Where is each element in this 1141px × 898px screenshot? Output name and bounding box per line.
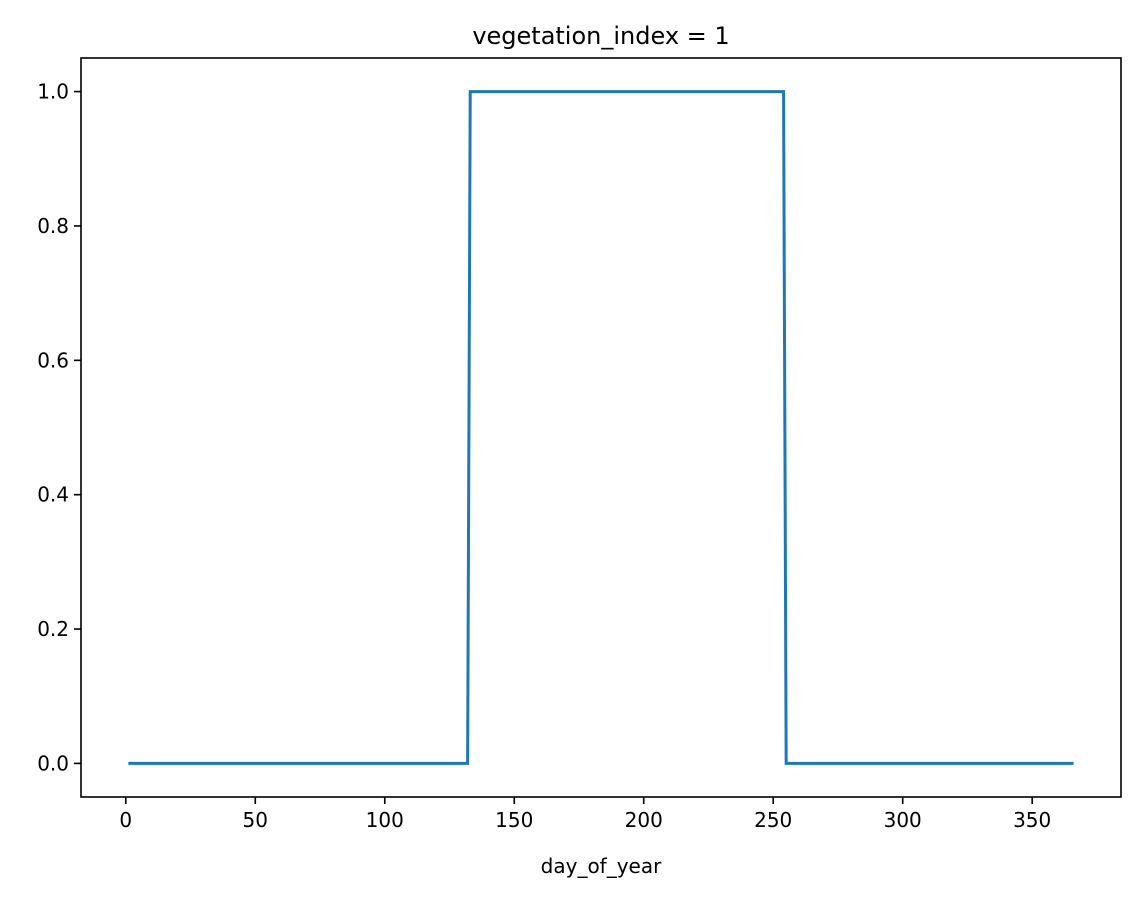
x-tick-label: 0 — [119, 808, 132, 832]
x-tick-label: 100 — [366, 808, 404, 832]
chart-title: vegetation_index = 1 — [472, 22, 729, 50]
x-tick-label: 200 — [625, 808, 663, 832]
x-tick-label: 50 — [243, 808, 268, 832]
axes-frame — [80, 57, 1122, 798]
plot-area — [128, 90, 1074, 765]
series-line-0 — [128, 90, 1074, 765]
x-tick-label: 300 — [884, 808, 922, 832]
y-tick-label: 0.6 — [37, 348, 69, 372]
y-axis-ticks: 0.0 0.2 0.4 0.6 0.8 1.0 — [37, 80, 81, 775]
x-axis-ticks: 0 50 100 150 200 250 300 350 — [119, 797, 1051, 832]
y-tick-label: 0.0 — [37, 751, 69, 775]
y-tick-label: 0.2 — [37, 617, 69, 641]
y-tick-label: 1.0 — [37, 80, 69, 104]
x-tick-label: 350 — [1013, 808, 1051, 832]
x-axis-label: day_of_year — [541, 854, 662, 878]
x-tick-label: 250 — [754, 808, 792, 832]
y-tick-label: 0.4 — [37, 483, 69, 507]
y-tick-label: 0.8 — [37, 214, 69, 238]
x-tick-label: 150 — [495, 808, 533, 832]
